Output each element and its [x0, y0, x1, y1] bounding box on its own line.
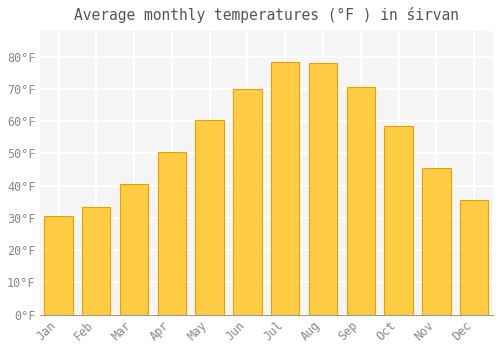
Bar: [234, 89, 262, 315]
Bar: [422, 168, 450, 315]
Bar: [346, 88, 375, 315]
Bar: [196, 120, 224, 315]
Bar: [384, 126, 413, 315]
Bar: [271, 62, 300, 315]
Bar: [309, 63, 337, 315]
Title: Average monthly temperatures (°F ) in śirvan: Average monthly temperatures (°F ) in śi…: [74, 7, 459, 23]
Bar: [158, 152, 186, 315]
Bar: [460, 200, 488, 315]
Bar: [120, 184, 148, 315]
Bar: [82, 206, 110, 315]
Bar: [44, 216, 72, 315]
